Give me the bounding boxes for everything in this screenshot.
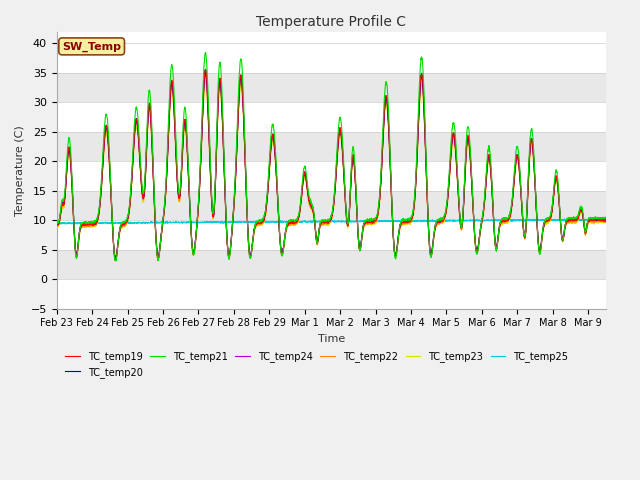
TC_temp20: [175, 194, 182, 200]
TC_temp19: [408, 215, 416, 221]
Bar: [57, 250, 606, 279]
TC_temp23: [53, 223, 61, 229]
Y-axis label: Temperature (C): Temperature (C): [15, 125, 25, 216]
TC_temp19: [53, 222, 61, 228]
Line: TC_temp21: TC_temp21: [57, 53, 606, 261]
TC_temp24: [416, 91, 424, 97]
TC_temp25: [57, 221, 65, 227]
TC_temp22: [408, 216, 416, 221]
Line: TC_temp24: TC_temp24: [57, 72, 606, 258]
TC_temp24: [202, 69, 209, 75]
TC_temp19: [551, 181, 559, 187]
TC_temp19: [587, 217, 595, 223]
TC_temp21: [112, 258, 120, 264]
TC_temp25: [53, 220, 61, 226]
TC_temp24: [53, 223, 61, 228]
TC_temp24: [408, 214, 416, 220]
TC_temp21: [225, 254, 232, 260]
TC_temp25: [408, 218, 416, 224]
TC_temp21: [587, 215, 595, 221]
TC_temp19: [416, 90, 424, 96]
TC_temp20: [202, 67, 209, 73]
TC_temp21: [408, 212, 416, 217]
TC_temp20: [551, 180, 559, 186]
TC_temp25: [602, 217, 610, 223]
TC_temp22: [53, 223, 61, 228]
TC_temp24: [587, 216, 595, 222]
TC_temp24: [225, 252, 232, 258]
TC_temp21: [202, 50, 209, 56]
TC_temp21: [53, 221, 61, 227]
Bar: [57, 191, 606, 220]
TC_temp22: [551, 184, 559, 190]
TC_temp22: [202, 72, 209, 78]
TC_temp22: [225, 254, 232, 260]
TC_temp20: [111, 257, 119, 263]
TC_temp22: [602, 219, 610, 225]
TC_temp24: [175, 193, 182, 199]
TC_temp25: [550, 217, 558, 223]
TC_temp19: [111, 258, 119, 264]
Title: Temperature Profile C: Temperature Profile C: [256, 15, 406, 29]
TC_temp23: [602, 218, 610, 224]
TC_temp23: [225, 254, 232, 260]
Bar: [57, 132, 606, 161]
TC_temp23: [587, 219, 595, 225]
TC_temp22: [175, 195, 182, 201]
TC_temp20: [587, 215, 595, 221]
TC_temp20: [416, 90, 424, 96]
TC_temp24: [112, 255, 120, 261]
TC_temp20: [602, 216, 610, 222]
TC_temp24: [551, 181, 559, 187]
TC_temp21: [416, 75, 424, 81]
Line: TC_temp19: TC_temp19: [57, 69, 606, 261]
TC_temp25: [175, 219, 182, 225]
Legend: TC_temp19, TC_temp20, TC_temp21, TC_temp24, TC_temp22, TC_temp23, TC_temp25: TC_temp19, TC_temp20, TC_temp21, TC_temp…: [61, 347, 572, 382]
TC_temp23: [202, 77, 209, 83]
TC_temp23: [408, 217, 416, 223]
TC_temp20: [53, 221, 61, 227]
TC_temp25: [225, 219, 232, 225]
TC_temp22: [587, 218, 595, 224]
TC_temp21: [175, 189, 182, 195]
TC_temp22: [416, 95, 424, 100]
TC_temp19: [202, 66, 209, 72]
TC_temp19: [175, 194, 182, 200]
Line: TC_temp20: TC_temp20: [57, 70, 606, 260]
X-axis label: Time: Time: [317, 334, 345, 344]
TC_temp23: [551, 185, 559, 191]
Text: SW_Temp: SW_Temp: [62, 41, 121, 51]
Line: TC_temp22: TC_temp22: [57, 75, 606, 260]
TC_temp23: [111, 257, 119, 263]
Line: TC_temp25: TC_temp25: [57, 219, 606, 224]
TC_temp22: [111, 257, 119, 263]
TC_temp23: [175, 198, 182, 204]
TC_temp21: [602, 215, 610, 221]
TC_temp20: [225, 252, 232, 258]
TC_temp24: [602, 217, 610, 223]
TC_temp19: [225, 253, 232, 259]
Line: TC_temp23: TC_temp23: [57, 80, 606, 260]
TC_temp21: [551, 176, 559, 182]
TC_temp20: [408, 214, 416, 219]
TC_temp25: [574, 216, 582, 222]
TC_temp19: [602, 217, 610, 223]
TC_temp23: [416, 97, 424, 103]
Bar: [57, 73, 606, 102]
TC_temp25: [416, 218, 424, 224]
TC_temp25: [587, 216, 595, 222]
